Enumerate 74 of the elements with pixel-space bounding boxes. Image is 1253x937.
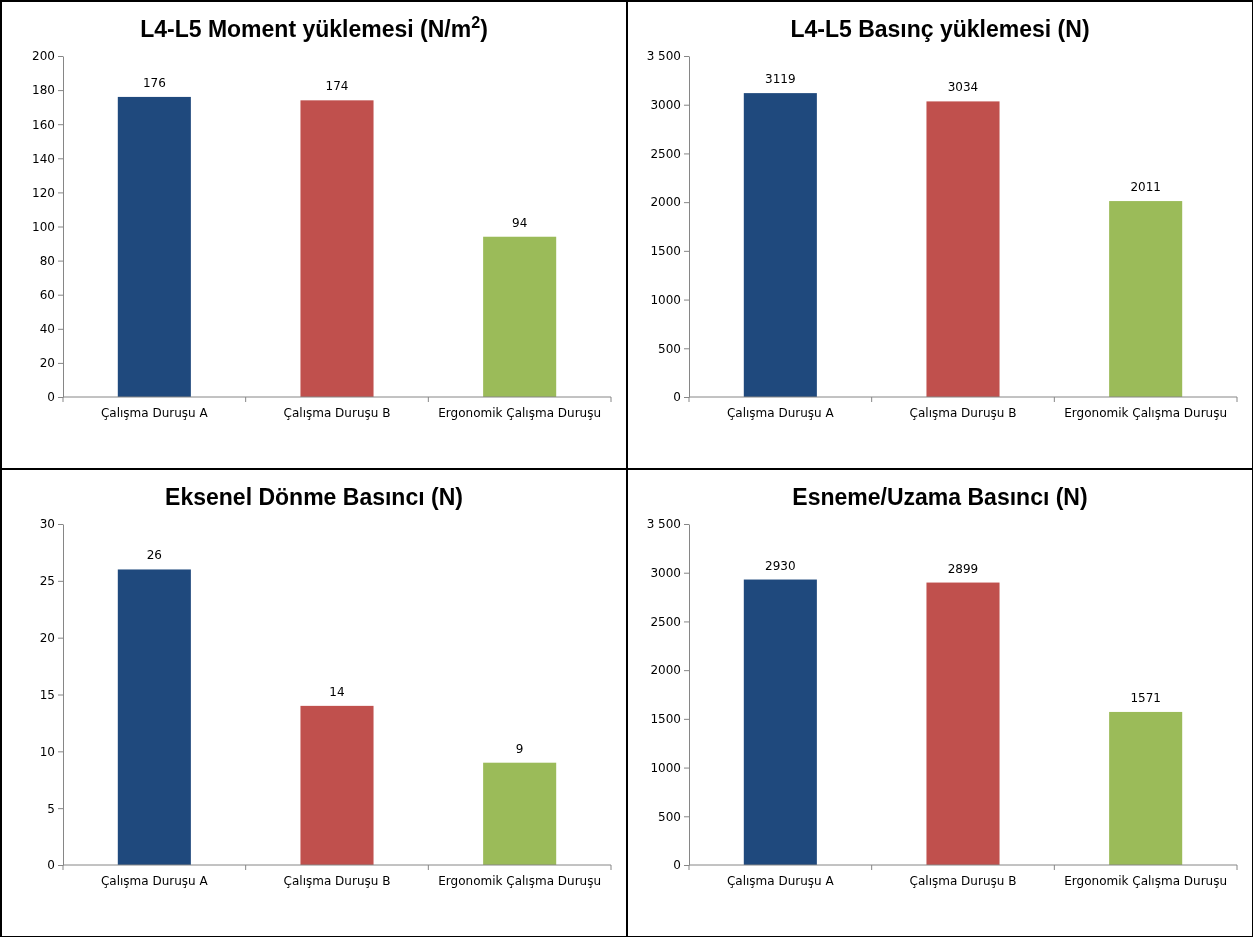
bar: [743, 93, 817, 397]
y-tick-label: 10: [39, 744, 55, 759]
y-tick-label: 2000: [650, 195, 681, 210]
x-tick-label: Çalışma Duruşu B: [283, 874, 391, 888]
y-tick-label: 2500: [650, 614, 681, 629]
y-tick-label: 0: [673, 390, 681, 405]
bar: [926, 101, 1000, 397]
data-label: 174: [325, 79, 349, 94]
x-tick-label: Ergonomik Çalışma Duruşu: [438, 406, 602, 420]
bar: [1109, 711, 1183, 865]
data-label: 176: [142, 75, 166, 90]
data-label: 1571: [1130, 690, 1161, 705]
y-tick-label: 20: [39, 631, 55, 646]
y-tick-label: 60: [39, 288, 55, 303]
data-label: 9: [515, 741, 524, 756]
bar: [300, 100, 374, 397]
y-tick-label: 5: [47, 801, 55, 816]
y-tick-label: 2000: [650, 663, 681, 678]
x-tick-label: Ergonomik Çalışma Duruşu: [1064, 406, 1228, 420]
y-tick-label: 1000: [650, 292, 681, 307]
bar: [743, 579, 817, 865]
y-tick-label: 2500: [650, 146, 681, 161]
y-tick-label: 200: [32, 49, 55, 64]
chart-title: Esneme/Uzama Basıncı (N): [792, 484, 1088, 510]
y-tick-label: 0: [47, 858, 55, 873]
y-tick-label: 15: [39, 687, 55, 702]
data-label: 3119: [765, 72, 796, 87]
y-tick-label: 100: [32, 219, 55, 234]
chart-title: L4-L5 Moment yüklemesi (N/m$^{2}$): [140, 13, 488, 42]
bar: [117, 569, 191, 865]
bar: [117, 96, 191, 397]
x-tick-label: Çalışma Duruşu A: [100, 406, 209, 420]
y-tick-label: 160: [32, 117, 55, 132]
x-tick-label: Çalışma Duruşu A: [100, 874, 209, 888]
y-tick-label: 80: [39, 253, 55, 268]
x-tick-label: Çalışma Duruşu B: [909, 874, 1017, 888]
y-tick-label: 3000: [650, 566, 681, 581]
x-tick-label: Çalışma Duruşu A: [726, 874, 835, 888]
bar: [1109, 201, 1183, 397]
y-tick-label: 120: [32, 185, 55, 200]
y-tick-label: 180: [32, 83, 55, 98]
y-tick-label: 1500: [650, 244, 681, 259]
y-tick-label: 500: [658, 809, 681, 824]
x-tick-label: Çalışma Duruşu B: [909, 406, 1017, 420]
chart-title: L4-L5 Basınç yüklemesi (N): [790, 16, 1090, 42]
y-tick-label: 30: [39, 517, 55, 532]
x-tick-label: Ergonomik Çalışma Duruşu: [438, 874, 602, 888]
chart-title: Eksenel Dönme Basıncı (N): [165, 484, 463, 510]
x-tick-label: Çalışma Duruşu B: [283, 406, 391, 420]
y-tick-label: 3000: [650, 98, 681, 113]
y-tick-label: 40: [39, 322, 55, 337]
bar: [483, 236, 557, 397]
data-label: 3034: [947, 80, 979, 95]
x-tick-label: Ergonomik Çalışma Duruşu: [1064, 874, 1228, 888]
x-tick-label: Çalışma Duruşu A: [726, 406, 835, 420]
y-tick-label: 1500: [650, 712, 681, 727]
y-tick-label: 0: [673, 858, 681, 873]
y-tick-label: 140: [32, 151, 55, 166]
bar: [926, 582, 1000, 865]
data-label: 2930: [765, 558, 796, 573]
bar: [300, 705, 374, 865]
y-tick-label: 3 500: [646, 517, 681, 532]
data-label: 14: [329, 684, 345, 699]
bar: [483, 762, 557, 865]
data-label: 2899: [947, 561, 979, 576]
y-tick-label: 0: [47, 390, 55, 405]
y-tick-label: 3 500: [646, 49, 681, 64]
y-tick-label: 20: [39, 356, 55, 371]
data-label: 26: [146, 548, 162, 563]
data-label: 2011: [1130, 180, 1161, 195]
y-tick-label: 1000: [650, 760, 681, 775]
data-label: 94: [512, 215, 528, 230]
y-tick-label: 25: [39, 574, 55, 589]
y-tick-label: 500: [658, 341, 681, 356]
